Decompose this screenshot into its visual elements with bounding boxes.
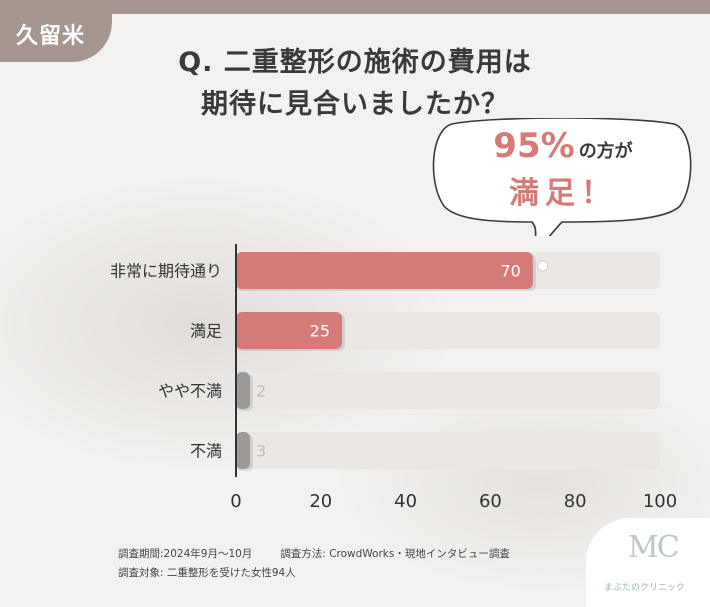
x-tick-label: 100: [643, 491, 677, 512]
survey-footnote: 調査期間:2024年9月〜10月 調査方法: CrowdWorks・現地インタビュ…: [118, 545, 510, 583]
survey-period: 調査期間:2024年9月〜10月: [118, 548, 253, 560]
x-tick-label: 60: [479, 491, 502, 512]
logo-mark: MC: [628, 530, 680, 565]
speech-bubble: [432, 118, 692, 236]
question-title: Q. 二重整形の施術の費用は 期待に見合いましたか？: [0, 42, 710, 126]
bar-track: [236, 372, 660, 409]
bar: [236, 252, 533, 289]
bar-track: [236, 432, 660, 469]
value-label: 3: [256, 442, 266, 461]
x-tick-label: 80: [564, 491, 587, 512]
logo-name: まぶたのクリニック: [604, 583, 686, 593]
category-label: 不満: [190, 442, 222, 461]
value-label: 70: [500, 262, 520, 281]
bar: [236, 372, 250, 409]
category-label: 非常に期待通り: [110, 262, 222, 281]
x-tick-label: 0: [230, 491, 241, 512]
callout-text: 95% の方が 満足！: [432, 126, 694, 216]
title-line-1: Q. 二重整形の施術の費用は: [178, 47, 532, 78]
speech-bubble-shape: [432, 118, 692, 236]
clinic-logo: MC まぶたのクリニック: [586, 518, 710, 607]
bar: [236, 312, 342, 349]
callout-percent: 95%: [493, 126, 575, 166]
category-label: 満足: [190, 322, 222, 341]
x-tick-label: 40: [394, 491, 417, 512]
callout-line-2: 満足！: [509, 176, 617, 211]
location-tag: 久留米: [0, 0, 112, 62]
x-tick-label: 20: [309, 491, 332, 512]
bar: [236, 432, 250, 469]
value-label: 2: [256, 382, 266, 401]
callout-suffix: の方が: [578, 141, 633, 162]
title-line-2: 期待に見合いましたか？: [201, 89, 509, 120]
category-label: やや不満: [158, 382, 222, 401]
location-label: 久留米: [16, 24, 86, 49]
pointer-dot: [537, 260, 549, 272]
survey-subject: 調査対象: 二重整形を受けた女性94人: [118, 567, 296, 579]
value-label: 25: [310, 322, 330, 341]
survey-method: 調査方法: CrowdWorks・現地インタビュー調査: [280, 548, 510, 560]
